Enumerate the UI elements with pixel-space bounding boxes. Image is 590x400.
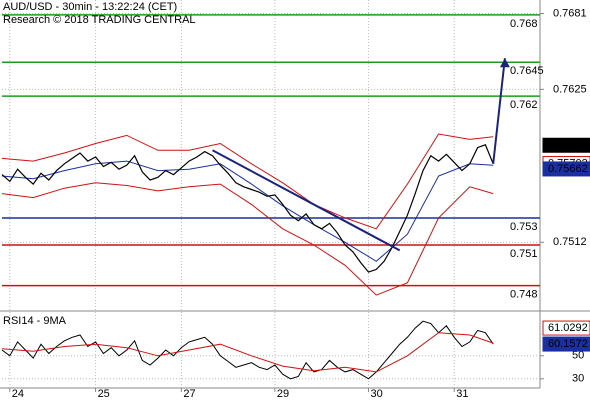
level-label: 0.768 xyxy=(510,18,538,30)
band-upper xyxy=(1,133,494,230)
x-tick-label: 24 xyxy=(12,388,24,400)
y-tick-label: 0.7512 xyxy=(553,236,587,248)
rsi-title: RSI14 - 9MA xyxy=(3,315,67,327)
level-label: 0.7645 xyxy=(510,65,544,77)
arrow-head xyxy=(499,58,510,68)
y-tick-label: 30 xyxy=(572,373,584,385)
chart-title: AUD/USD - 30min - 13:22:24 (CET) xyxy=(3,1,177,13)
value-box-label: 0.75837 xyxy=(548,139,588,151)
trendline xyxy=(212,149,401,252)
chart-subtitle: Research © 2018 TRADING CENTRAL xyxy=(3,14,196,26)
value-box-label: 0.75662 xyxy=(548,163,588,175)
value-box xyxy=(542,336,590,352)
level-label: 0.748 xyxy=(510,289,538,301)
y-tick-label: 0.7681 xyxy=(553,7,587,19)
forecast-arrow xyxy=(492,58,506,164)
value-box xyxy=(542,161,590,177)
rsi-ma-line xyxy=(1,332,494,373)
x-tick-label: 31 xyxy=(456,388,468,400)
x-tick-label: 25 xyxy=(98,388,110,400)
value-box-label: 60.1572 xyxy=(548,338,588,350)
value-box-label: 61.0292 xyxy=(548,322,588,334)
band-lower xyxy=(1,182,494,296)
rsi-line xyxy=(1,320,494,380)
level-label: 0.762 xyxy=(510,99,538,111)
band-middle xyxy=(1,160,494,262)
value-box xyxy=(542,320,590,336)
y-tick-label: 50 xyxy=(572,350,584,362)
price-line xyxy=(1,144,494,273)
x-tick-label: 29 xyxy=(277,388,289,400)
value-box xyxy=(542,137,590,153)
level-label: 0.753 xyxy=(510,221,538,233)
level-label: 0.751 xyxy=(510,248,538,260)
y-tick-label: 0.7625 xyxy=(553,83,587,95)
x-tick-label: 27 xyxy=(183,388,195,400)
x-tick-label: 30 xyxy=(370,388,382,400)
